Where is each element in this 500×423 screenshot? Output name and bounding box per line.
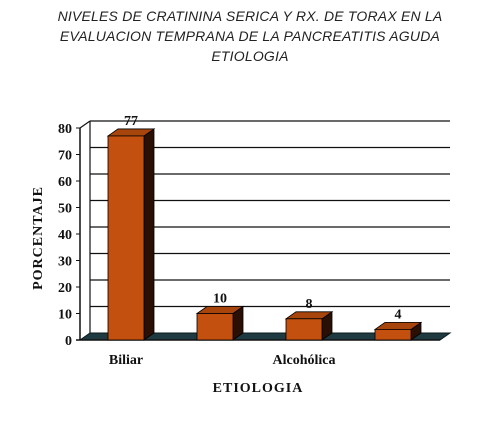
y-tick-label: 20 xyxy=(58,281,72,296)
x-tick-label: Alcohólica xyxy=(273,353,336,368)
bars xyxy=(106,128,423,341)
y-tick-label: 70 xyxy=(58,149,72,164)
y-tick-label: 0 xyxy=(65,334,72,349)
data-label: 4 xyxy=(395,307,402,322)
x-tick-label: Biliar xyxy=(109,353,143,368)
y-axis-title: PORCENTAJE xyxy=(31,186,46,290)
bar-side-face xyxy=(143,128,155,341)
bar xyxy=(285,318,323,341)
y-axis-top-depth xyxy=(79,120,91,129)
chart-title-line-1: NIVELES DE CRATININA SERICA Y RX. DE TOR… xyxy=(57,8,443,24)
y-axis: 0 10 20 30 40 50 60 70 80 xyxy=(58,120,91,349)
y-tick-label: 60 xyxy=(58,175,72,190)
x-tick-labels: Biliar Alcohólica xyxy=(109,353,336,368)
bar xyxy=(196,313,234,341)
chart-title-line-2: EVALUACION TEMPRANA DE LA PANCREATITIS A… xyxy=(59,28,441,44)
data-label: 10 xyxy=(213,292,227,307)
data-label: 8 xyxy=(306,297,313,312)
y-tick-label: 10 xyxy=(58,308,72,323)
y-tick-label: 50 xyxy=(58,202,72,217)
y-tick-label: 80 xyxy=(58,122,72,137)
y-tick-label: 40 xyxy=(58,228,72,243)
data-labels: 77 10 8 4 xyxy=(124,114,402,322)
bar xyxy=(107,135,145,341)
y-tick-label: 30 xyxy=(58,255,72,270)
chart-title-line-3: ETIOLOGIA xyxy=(211,48,289,64)
bar xyxy=(374,328,412,341)
x-axis-title: ETIOLOGIA xyxy=(213,381,304,396)
data-label: 77 xyxy=(124,114,138,129)
